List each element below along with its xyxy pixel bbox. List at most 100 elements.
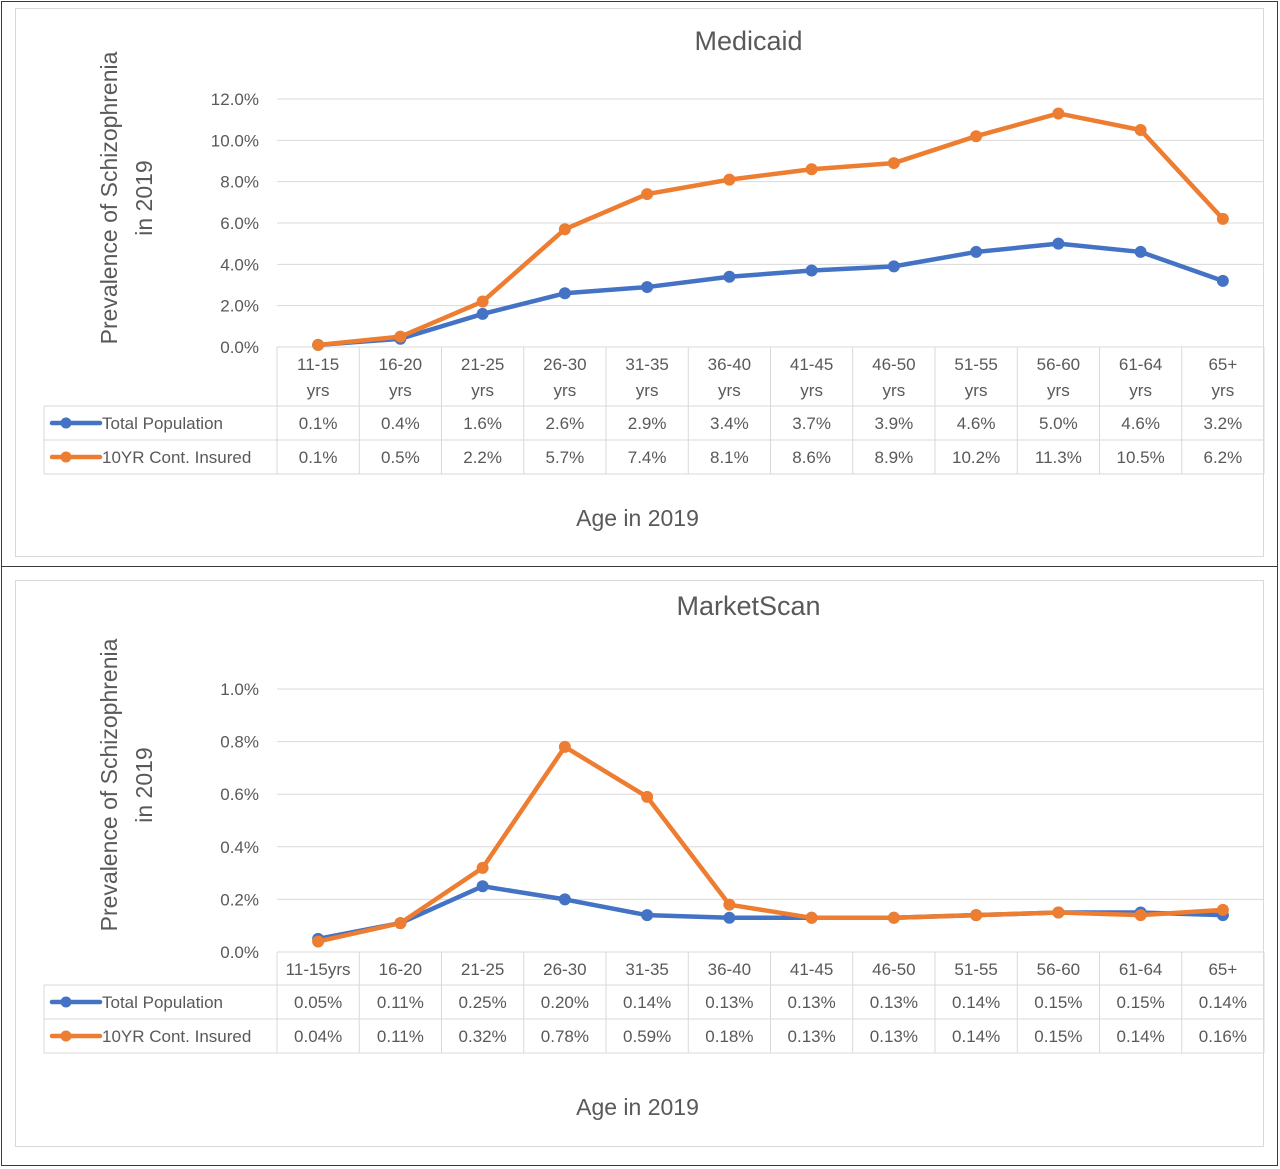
data-point <box>1216 903 1229 916</box>
table-value-label: 0.59% <box>623 1027 671 1046</box>
x-category-label: yrs <box>883 381 906 400</box>
x-category-label: 26-30 <box>543 355 586 374</box>
table-value-label: 0.15% <box>1117 993 1165 1012</box>
table-value-label: 0.15% <box>1034 993 1082 1012</box>
table-value-label: 0.32% <box>459 1027 507 1046</box>
table-value-label: 0.04% <box>294 1027 342 1046</box>
x-category-label: 51-55 <box>954 960 997 979</box>
data-point <box>558 223 571 236</box>
table-value-label: 0.14% <box>1199 993 1247 1012</box>
x-category-label: 46-50 <box>872 355 915 374</box>
data-point <box>1134 245 1147 258</box>
x-category-label: 16-20 <box>379 355 422 374</box>
table-value-label: 0.11% <box>377 993 424 1012</box>
data-point <box>1134 909 1147 922</box>
chart-title: Medicaid <box>694 26 802 56</box>
marketscan-chart: MarketScan Prevalence of Schizophrenia in … <box>43 591 1265 1120</box>
table-value-label: 0.13% <box>788 993 836 1012</box>
x-category-label: 31-35 <box>625 355 668 374</box>
x-category-label: 56-60 <box>1037 355 1080 374</box>
x-category-label: 61-64 <box>1119 355 1162 374</box>
legend-series-name: Total Population <box>102 414 223 433</box>
table-value-label: 0.13% <box>870 1027 918 1046</box>
legend-series-name: 10YR Cont. Insured <box>102 448 251 467</box>
data-point <box>1216 274 1229 287</box>
table-value-label: 11.3% <box>1035 448 1082 467</box>
table-value-label: 0.16% <box>1199 1027 1247 1046</box>
table-value-label: 2.2% <box>463 448 502 467</box>
data-point <box>641 790 654 803</box>
table-value-label: 0.78% <box>541 1027 589 1046</box>
legend-key-marker <box>60 417 72 429</box>
data-point <box>558 740 571 753</box>
table-value-label: 5.0% <box>1039 414 1078 433</box>
legend-series-name: Total Population <box>102 993 223 1012</box>
table-value-label: 4.6% <box>957 414 996 433</box>
x-category-label: 41-45 <box>790 355 833 374</box>
y-axis-label: Prevalence of Schizophrenia <box>96 51 122 344</box>
data-point <box>641 188 654 201</box>
y-tick-label: 12.0% <box>211 90 259 109</box>
data-point <box>558 287 571 300</box>
table-value-label: 8.9% <box>875 448 914 467</box>
chart-area-border <box>15 8 1264 557</box>
x-category-label: yrs <box>965 381 988 400</box>
x-axis-label: Age in 2019 <box>576 1094 699 1120</box>
chart-title: MarketScan <box>676 591 820 621</box>
y-tick-label: 2.0% <box>220 297 259 316</box>
series-line <box>315 744 1226 944</box>
x-category-label: yrs <box>307 381 330 400</box>
data-point <box>805 911 818 924</box>
x-category-label: 65+ <box>1208 960 1237 979</box>
table-value-label: 0.15% <box>1034 1027 1082 1046</box>
data-point <box>476 307 489 320</box>
y-axis-label: in 2019 <box>131 747 157 822</box>
marketscan-chart-panel: MarketScan Prevalence of Schizophrenia in … <box>1 566 1278 1166</box>
legend-key-marker <box>60 1030 72 1042</box>
data-point <box>641 281 654 294</box>
table-value-label: 0.14% <box>952 993 1000 1012</box>
data-point <box>394 917 407 930</box>
series-line <box>315 241 1226 348</box>
y-tick-label: 8.0% <box>220 173 259 192</box>
x-axis-label: Age in 2019 <box>576 505 699 531</box>
table-value-label: 0.05% <box>294 993 342 1012</box>
data-point <box>394 330 407 343</box>
x-category-label: 36-40 <box>708 355 751 374</box>
table-value-label: 2.6% <box>546 414 585 433</box>
table-value-label: 0.1% <box>299 414 338 433</box>
data-point <box>641 909 654 922</box>
x-category-label: 11-15yrs <box>286 960 351 979</box>
data-point <box>970 130 983 143</box>
table-value-label: 3.4% <box>710 414 749 433</box>
table-value-label: 0.1% <box>299 448 338 467</box>
table-value-label: 0.14% <box>1117 1027 1165 1046</box>
data-point <box>1052 237 1065 250</box>
data-point <box>312 338 325 351</box>
x-category-label: yrs <box>636 381 659 400</box>
x-category-label: yrs <box>389 381 412 400</box>
y-tick-label: 0.2% <box>220 890 259 909</box>
table-value-label: 0.13% <box>870 993 918 1012</box>
legend-key-marker <box>60 451 72 463</box>
x-category-label: yrs <box>1212 381 1235 400</box>
data-point <box>887 260 900 273</box>
table-value-label: 0.14% <box>623 993 671 1012</box>
table-value-label: 5.7% <box>546 448 585 467</box>
table-value-label: 6.2% <box>1204 448 1243 467</box>
y-tick-label: 4.0% <box>220 255 259 274</box>
x-category-label: 21-25 <box>461 960 504 979</box>
y-axis-label: in 2019 <box>131 160 157 235</box>
data-point <box>887 157 900 170</box>
data-point <box>723 911 736 924</box>
x-category-label: yrs <box>1047 381 1070 400</box>
table-value-label: 7.4% <box>628 448 667 467</box>
data-point <box>723 898 736 911</box>
table-value-label: 0.13% <box>788 1027 836 1046</box>
y-tick-label: 0.6% <box>220 785 259 804</box>
data-point <box>887 911 900 924</box>
x-category-label: 56-60 <box>1037 960 1080 979</box>
table-value-label: 8.1% <box>710 448 749 467</box>
table-value-label: 2.9% <box>628 414 667 433</box>
data-point <box>1052 906 1065 919</box>
